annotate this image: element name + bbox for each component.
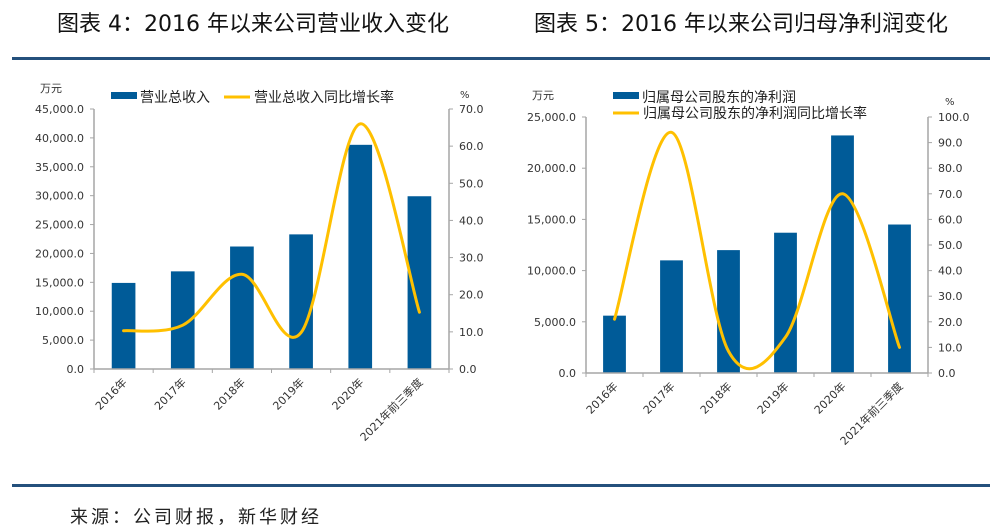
growth-rate-line [122,122,421,339]
left-tick-label: 0.0 [559,367,577,380]
left-tick-label: 10,000.0 [527,265,576,278]
legend-bar-swatch [111,92,137,99]
left-axis-unit: 万元 [532,89,554,102]
bottom-divider [12,484,990,487]
right-tick-label: 90.0 [938,137,963,150]
x-tick-label: 2018年 [211,375,248,412]
legend-line-label: 归属母公司股东的净利润同比增长率 [643,105,867,122]
right-tick-label: 50.0 [459,177,484,190]
right-tick-label: 70.0 [459,103,484,116]
left-tick-label: 40,000.0 [35,132,84,145]
left-axis-unit: 万元 [40,82,62,95]
legend-bar-label: 营业总收入 [140,90,210,106]
right-tick-label: 20.0 [938,316,963,329]
x-tick-label: 2017年 [151,375,188,412]
left-tick-label: 0.0 [67,363,85,376]
bar-2018年 [717,250,740,373]
bar-2018年 [230,246,254,369]
chart-2: 0.0 5,000.0 10,000.0 15,000.0 20,000.0 25,000… [527,89,969,448]
right-tick-label: 30.0 [938,290,963,303]
left-tick-label: 20,000.0 [527,162,576,175]
x-tick-label: 2020年 [811,379,848,416]
left-tick-label: 35,000.0 [35,161,84,174]
bar-2016年 [111,282,136,369]
right-tick-label: 0.0 [459,363,477,376]
bar-2020年 [348,144,373,369]
left-tick-label: 25,000.0 [35,219,84,232]
right-tick-label: 30.0 [459,252,484,265]
right-tick-label: 80.0 [938,162,963,175]
bar-2017年 [170,271,195,369]
left-tick-label: 10,000.0 [35,305,84,318]
right-tick-label: 0.0 [938,367,956,380]
x-tick-label: 2016年 [583,379,620,416]
bar-2020年 [831,135,854,373]
growth-rate-line [613,130,901,371]
x-tick-label: 2016年 [92,375,129,412]
right-axis-unit: % [945,97,955,108]
right-tick-label: 10.0 [459,326,484,339]
right-tick-label: 60.0 [459,140,484,153]
left-tick-label: 15,000.0 [35,276,84,289]
bar-2021年前三季度 [407,196,432,369]
left-tick-label: 15,000.0 [527,213,576,226]
left-tick-label: 25,000.0 [527,111,576,124]
bar-2019年 [774,232,797,373]
legend-bar-label: 归属母公司股东的净利润 [642,89,796,106]
right-tick-label: 10.0 [938,341,963,354]
bar-2021年前三季度 [888,224,911,373]
chart-title-revenue: 图表 4：2016 年以来公司营业收入变化 [57,12,449,37]
left-tick-label: 45,000.0 [35,103,84,116]
chart-title-net-profit: 图表 5：2016 年以来公司归母净利润变化 [534,12,948,37]
right-tick-label: 40.0 [938,265,963,278]
top-divider [12,57,990,60]
right-tick-label: 20.0 [459,289,484,302]
left-tick-label: 20,000.0 [35,247,84,260]
bar-2016年 [603,315,626,373]
legend-line-label: 营业总收入同比增长率 [254,89,394,106]
legend-bar-swatch [613,92,639,99]
x-tick-label: 2019年 [754,379,791,416]
left-tick-label: 30,000.0 [35,190,84,203]
right-tick-label: 40.0 [459,214,484,227]
bar-2017年 [660,260,683,373]
x-tick-label: 2019年 [270,375,307,412]
left-tick-label: 5,000.0 [42,334,84,347]
left-tick-label: 5,000.0 [534,316,576,329]
right-axis-unit: % [460,90,470,101]
x-tick-label: 2018年 [697,379,734,416]
x-tick-label: 2017年 [640,379,677,416]
right-tick-label: 60.0 [938,213,963,226]
chart-1: 0.0 5,000.0 10,000.0 15,000.0 20,000.0 25,000… [35,82,483,444]
right-tick-label: 70.0 [938,188,963,201]
right-tick-label: 100.0 [938,111,970,124]
x-tick-label: 2020年 [329,375,366,412]
source-note: 来源：公司财报，新华财经 [70,507,322,528]
x-tick-label: 2021年前三季度 [357,375,426,444]
bar-2019年 [289,234,313,369]
right-tick-label: 50.0 [938,239,963,252]
